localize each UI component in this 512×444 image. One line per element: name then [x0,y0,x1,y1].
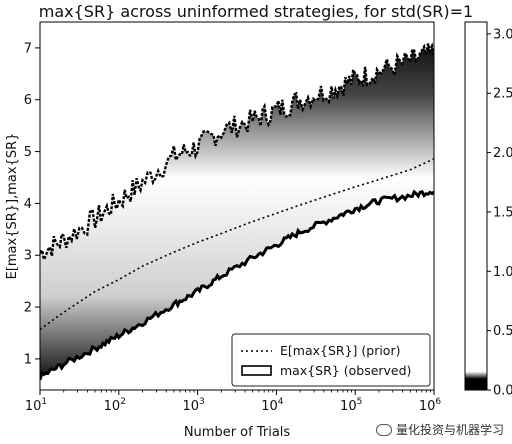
colorbar-tick-label: 3.0 [493,27,512,42]
y-axis-label: E[max{SR}],max{SR} [5,133,20,280]
colorbar-tick-label: 0.5 [493,324,512,339]
colorbar-tick-label: 2.5 [493,87,512,102]
series-prior-line [40,158,434,331]
y-tick-label: 2 [24,301,32,316]
plot-area [40,42,434,381]
legend-observed-label: max{SR} (observed) [280,363,411,378]
x-tick-label: 101 [25,397,47,414]
x-tick-label: 102 [104,397,126,414]
watermark-text: 量化投资与机器学习 [395,423,504,437]
y-tick-label: 6 [24,93,32,108]
series-band-upper-edge [40,42,434,264]
legend-box [231,333,431,387]
colorbar-tick-label: 2.0 [493,146,512,161]
y-tick-label: 1 [24,352,32,367]
colorbar-tick-label: 0.0 [493,384,512,399]
plot-frame [39,21,435,391]
series-band-lower-edge [40,189,434,381]
legend-prior-label: E[max{SR}] (prior) [280,343,400,358]
colorbar-ticks: 0.0 0.5 1.0 1.5 2.0 2.5 3.0 [487,27,512,399]
colorbar: 0.0 0.5 1.0 1.5 2.0 2.5 3.0 [464,21,512,399]
wechat-icon [375,423,392,436]
x-axis: 101 102 103 104 105 106 [25,390,442,414]
legend: E[max{SR}] (prior) max{SR} (observed) [231,333,431,387]
legend-observed-swatch [241,365,272,376]
y-tick-label: 7 [24,41,32,56]
x-tick-label: 106 [419,397,442,414]
x-tick-label: 105 [340,397,362,414]
x-tick-label: 103 [182,397,204,414]
y-tick-label: 3 [24,249,32,264]
chart-title: max{SR} across uninformed strategies, fo… [39,2,473,21]
y-tick-label: 4 [24,197,32,212]
colorbar-fill [465,22,487,390]
colorbar-frame [464,21,488,391]
watermark: 量化投资与机器学习 [375,421,504,438]
series-band-area [40,43,434,380]
colorbar-tick-label: 1.0 [493,265,512,280]
x-tick-label: 104 [261,397,284,414]
colorbar-tick-label: 1.5 [493,205,512,220]
y-axis: 1 2 3 4 5 6 7 [24,41,40,367]
y-tick-label: 5 [24,145,32,160]
x-axis-label: Number of Trials [184,425,291,440]
